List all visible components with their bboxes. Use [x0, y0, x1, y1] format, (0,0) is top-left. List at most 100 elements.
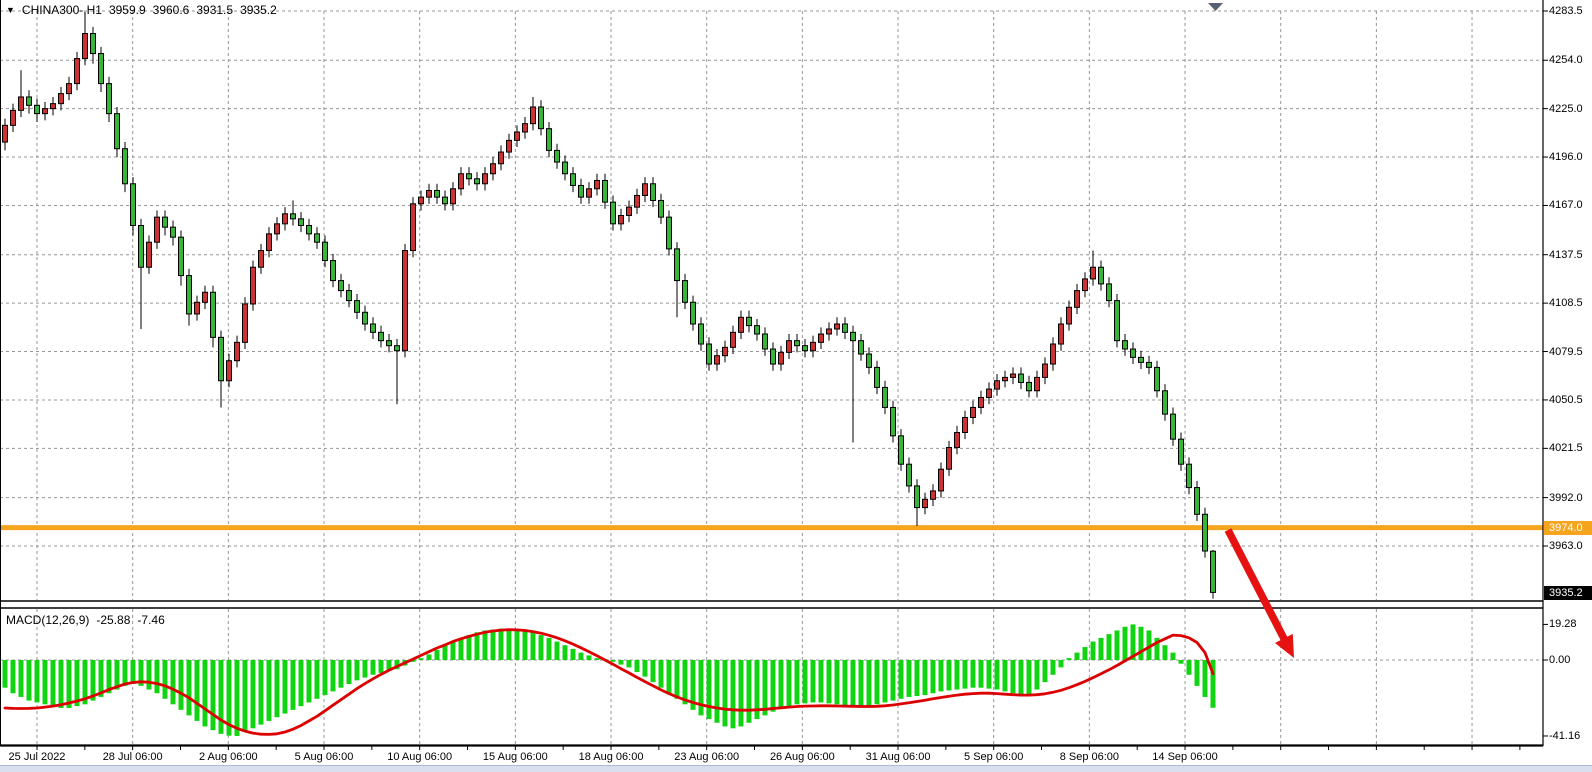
macd-histogram-bar: [994, 660, 1000, 690]
macd-histogram-bar: [802, 660, 808, 704]
macd-histogram-bar: [834, 660, 840, 705]
macd-histogram-bar: [210, 660, 216, 731]
macd-histogram-bar: [818, 660, 824, 703]
time-axis-label: 10 Aug 06:00: [387, 751, 453, 763]
time-axis-label: 14 Sep 06:00: [1152, 751, 1218, 763]
candles-group: [2, 11, 1216, 599]
indicator-axis-label: 19.28: [1549, 618, 1577, 631]
candle-up: [634, 194, 640, 208]
macd-histogram-bar: [10, 660, 16, 694]
macd-histogram-bar: [858, 660, 864, 707]
candle-up: [242, 303, 248, 343]
macd-histogram-bar: [770, 660, 776, 712]
macd-histogram-bar: [194, 660, 200, 721]
macd-histogram-bar: [42, 660, 48, 705]
macd-histogram-bar: [1082, 647, 1088, 660]
macd-histogram-bar: [138, 660, 144, 686]
candle-up: [234, 341, 240, 362]
candle-up: [1050, 343, 1056, 365]
macd-histogram-bar: [354, 660, 360, 681]
macd-histogram-bar: [706, 660, 712, 720]
candle-down: [858, 340, 864, 355]
candle-up: [266, 233, 272, 252]
macd-histogram-bar: [562, 645, 568, 660]
macd-histogram-bar: [738, 660, 744, 727]
macd-histogram-bar: [18, 660, 24, 697]
macd-histogram-bar: [506, 629, 512, 660]
macd-histogram-bar: [458, 637, 464, 660]
candle-down: [98, 53, 104, 85]
macd-histogram-bar: [2, 660, 8, 688]
indicator-axis-label: 0.00: [1549, 654, 1571, 666]
symbol-dropdown-icon[interactable]: ▼: [6, 5, 15, 15]
macd-histogram-bar: [426, 654, 432, 660]
macd-histogram-bar: [114, 660, 120, 690]
candle-up: [418, 196, 424, 205]
candle-down: [162, 216, 168, 228]
candle-up: [618, 214, 624, 225]
macd-histogram-bar: [650, 660, 656, 683]
candle-down: [770, 348, 776, 365]
macd-histogram-bar: [434, 649, 440, 660]
candle-down: [1146, 361, 1152, 368]
macd-histogram-bar: [594, 658, 600, 660]
candle-down: [306, 225, 312, 235]
candle-up: [810, 341, 816, 352]
macd-histogram-bar: [954, 660, 960, 690]
candle-up: [274, 223, 280, 235]
chart-shift-marker-icon[interactable]: [1208, 3, 1223, 11]
trend-arrow-shaft[interactable]: [1224, 528, 1290, 644]
candle-up: [258, 250, 264, 268]
candle-up: [730, 331, 736, 348]
macd-histogram-bar: [1194, 660, 1200, 686]
ohlc-open: 3959.9: [108, 3, 146, 17]
price-axis-label: 4137.5: [1549, 248, 1583, 261]
macd-histogram-bar: [1042, 660, 1048, 683]
macd-histogram-bar: [1186, 660, 1192, 675]
candle-down: [794, 340, 800, 347]
macd-histogram-bar: [1210, 660, 1216, 708]
candle-down: [378, 331, 384, 342]
candle-up: [42, 108, 48, 115]
macd-histogram-bar: [546, 637, 552, 660]
time-axis-label: 28 Jul 06:00: [102, 751, 163, 763]
macd-signal-line: [3, 628, 1215, 736]
candle-down: [890, 406, 896, 437]
time-axis-label: 5 Sep 06:00: [964, 751, 1024, 763]
candle-down: [138, 225, 144, 268]
macd-histogram-bar: [146, 660, 152, 690]
price-axis-label: 4283.5: [1549, 5, 1583, 17]
candle-up: [490, 163, 496, 175]
candle-down: [1106, 283, 1112, 302]
macd-histogram-bar: [970, 660, 976, 688]
candle-down: [746, 316, 752, 327]
current-price-tag: 3935.2: [1544, 586, 1592, 600]
candle-up: [154, 216, 160, 243]
time-axis-label: 15 Aug 06:00: [482, 751, 548, 763]
macd-histogram-bar: [634, 660, 640, 672]
candle-down: [346, 290, 352, 302]
candle-up: [250, 266, 256, 305]
candle-down: [666, 216, 672, 250]
trend-arrow-head[interactable]: [1275, 633, 1294, 658]
price-level-line[interactable]: [0, 525, 1543, 531]
candle-up: [18, 96, 24, 111]
candle-up: [226, 360, 232, 382]
macd-histogram-bar: [290, 660, 296, 710]
time-axis-label: 18 Aug 06:00: [578, 751, 644, 763]
price-axis-label: 4108.5: [1549, 297, 1583, 310]
candle-up: [1010, 373, 1016, 378]
macd-histogram-bar: [986, 660, 992, 689]
candle-down: [354, 300, 360, 313]
macd-histogram-bar: [442, 645, 448, 660]
macd-histogram-bar: [258, 660, 264, 725]
candle-down: [562, 161, 568, 175]
price-axis-label: 4167.0: [1549, 199, 1583, 212]
candle-down: [850, 331, 856, 342]
candle-up: [834, 323, 840, 330]
price-level-tag[interactable]: 3974.0: [1544, 521, 1592, 535]
candle-up: [82, 33, 88, 60]
macd-histogram-bar: [1202, 660, 1208, 697]
